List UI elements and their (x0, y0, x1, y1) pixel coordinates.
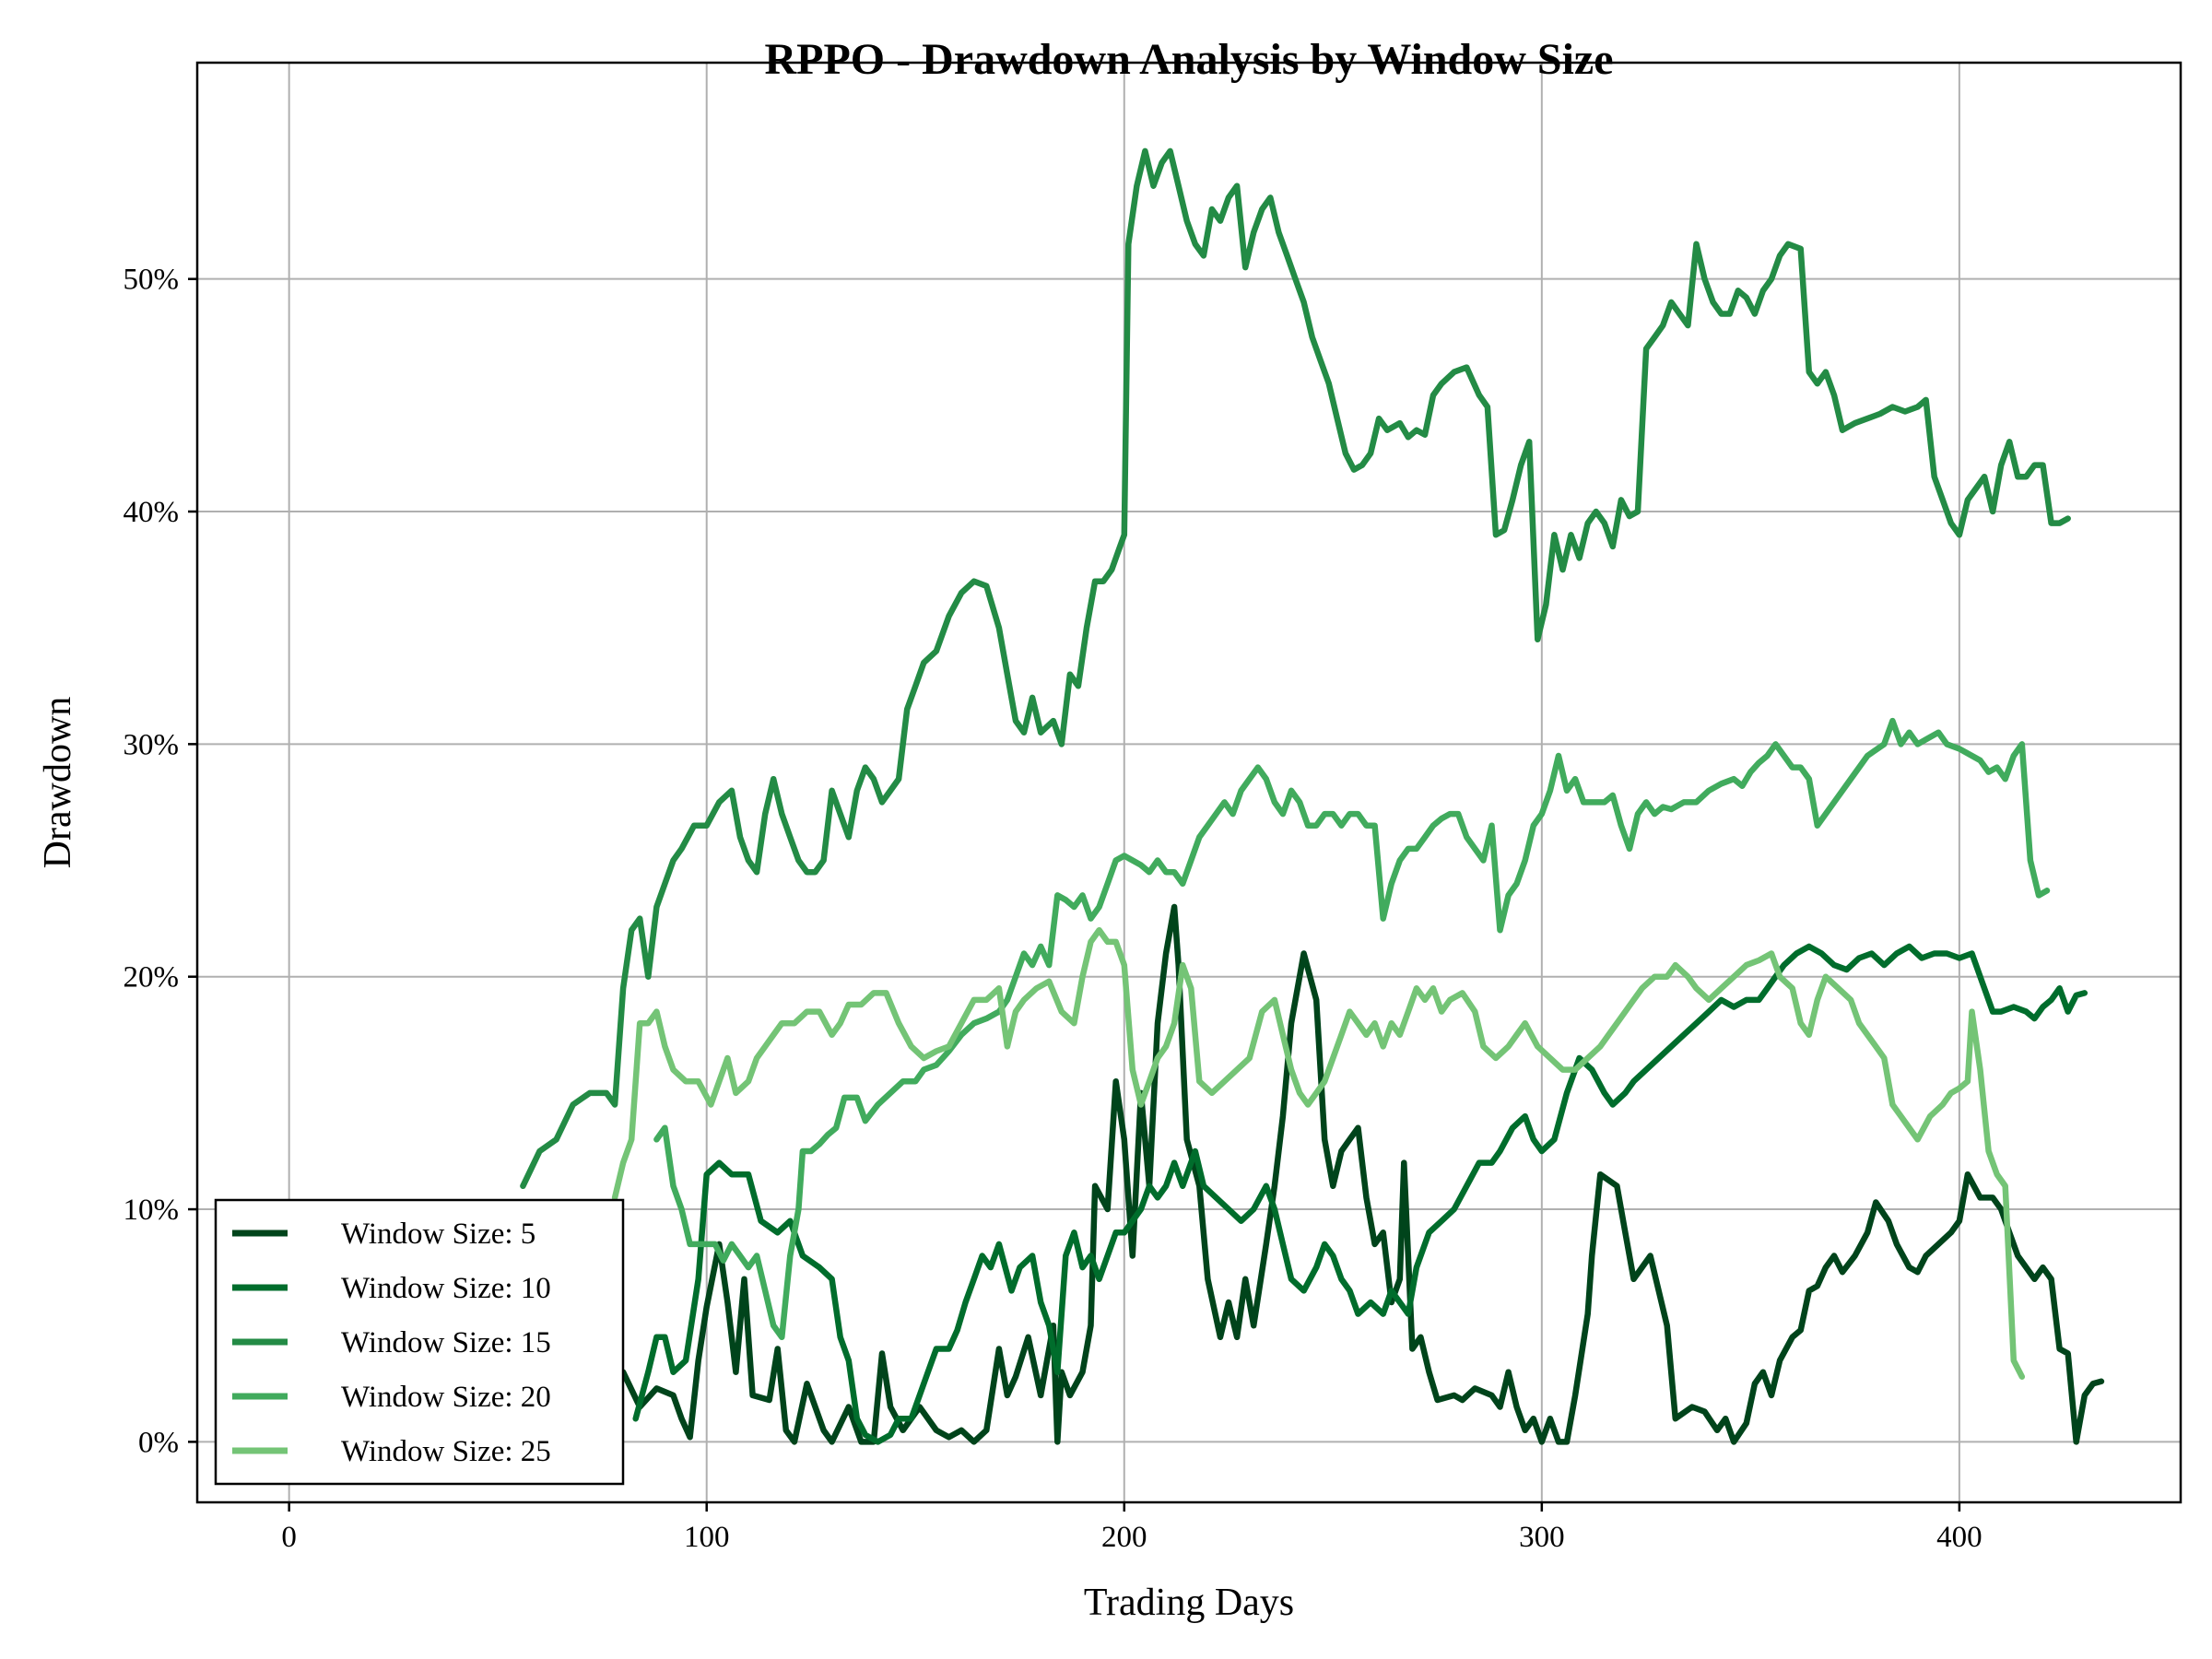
y-tick-label: 10% (124, 1194, 180, 1227)
y-axis-label: Drawdown (37, 697, 79, 869)
legend-label-2: Window Size: 10 (341, 1272, 551, 1305)
series-line-5 (611, 926, 2026, 1380)
x-axis-label: Trading Days (1084, 1582, 1294, 1624)
y-tick-label: 0% (138, 1426, 179, 1459)
legend-label-4: Window Size: 20 (341, 1381, 551, 1414)
series-line-3 (520, 147, 2071, 1190)
y-tick-label: 50% (124, 264, 180, 297)
y-tick-label: 40% (124, 496, 180, 529)
plot-frame (195, 61, 2183, 1504)
legend-label-1: Window Size: 5 (341, 1218, 535, 1251)
legend-label-3: Window Size: 15 (341, 1326, 551, 1359)
chart-title: RPPO - Drawdown Analysis by Window Size (764, 35, 1613, 84)
x-tick-label: 100 (684, 1521, 730, 1554)
x-tick-label: 300 (1519, 1521, 1565, 1554)
y-tick-label: 20% (124, 961, 180, 994)
series-layer (520, 147, 2105, 1445)
tick-layer: 0 100 200 300 400 0% 10% 20% 30% 40% 50% (124, 264, 1983, 1554)
series-line-2 (632, 943, 2088, 1445)
legend-label-5: Window Size: 25 (341, 1435, 551, 1468)
grid-layer (197, 63, 2181, 1502)
series-line-4 (653, 717, 2051, 1341)
x-tick-label: 0 (281, 1521, 297, 1554)
series-line-1 (619, 903, 2105, 1445)
legend: Window Size: 5 Window Size: 10 Window Size… (214, 1198, 625, 1486)
y-tick-label: 30% (124, 728, 180, 761)
x-tick-label: 400 (1936, 1521, 1983, 1554)
x-tick-label: 200 (1101, 1521, 1147, 1554)
